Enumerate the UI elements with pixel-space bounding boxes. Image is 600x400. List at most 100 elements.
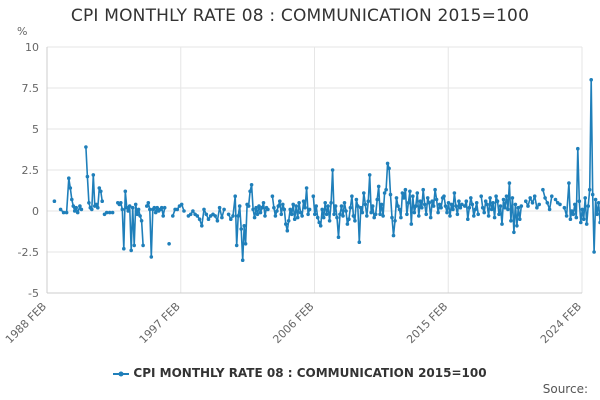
data-point[interactable] <box>266 207 270 212</box>
data-point[interactable] <box>327 219 332 223</box>
data-point[interactable] <box>182 209 186 213</box>
data-point[interactable] <box>96 205 100 210</box>
data-point[interactable] <box>67 176 71 180</box>
data-point[interactable] <box>399 215 403 220</box>
data-point[interactable] <box>64 210 69 215</box>
data-point[interactable] <box>422 202 427 207</box>
data-point[interactable] <box>586 204 590 208</box>
data-point[interactable] <box>483 199 488 203</box>
data-point[interactable] <box>396 204 400 208</box>
data-point[interactable] <box>448 214 452 218</box>
data-point[interactable] <box>535 205 539 210</box>
data-point[interactable] <box>155 205 159 210</box>
data-point[interactable] <box>451 207 455 212</box>
data-point[interactable] <box>139 219 144 223</box>
data-point[interactable] <box>550 194 554 198</box>
data-point[interactable] <box>339 204 344 208</box>
data-point[interactable] <box>206 217 211 221</box>
data-point[interactable] <box>330 168 335 172</box>
data-point[interactable] <box>284 222 288 226</box>
data-point[interactable] <box>226 212 231 217</box>
data-point[interactable] <box>466 217 470 221</box>
data-point[interactable] <box>583 196 587 200</box>
data-point[interactable] <box>323 201 328 205</box>
data-point[interactable] <box>159 205 164 210</box>
legend[interactable]: CPI MONTHLY RATE 08 : COMMUNICATION 2015… <box>0 366 600 380</box>
data-point[interactable] <box>497 212 501 217</box>
data-point[interactable] <box>476 212 481 217</box>
data-point[interactable] <box>356 204 360 208</box>
data-point[interactable] <box>391 233 396 238</box>
data-point[interactable] <box>231 214 235 218</box>
data-point[interactable] <box>307 207 312 212</box>
data-point[interactable] <box>402 196 406 200</box>
data-point[interactable] <box>303 205 307 210</box>
data-point[interactable] <box>318 224 323 228</box>
data-point[interactable] <box>90 207 94 212</box>
data-point[interactable] <box>424 212 429 217</box>
data-point[interactable] <box>545 201 550 205</box>
data-point[interactable] <box>541 187 545 192</box>
data-point[interactable] <box>387 166 391 171</box>
data-point[interactable] <box>381 214 385 218</box>
data-point[interactable] <box>469 196 473 200</box>
data-point[interactable] <box>486 214 491 218</box>
data-point[interactable] <box>366 199 371 203</box>
data-point[interactable] <box>286 219 291 223</box>
data-point[interactable] <box>237 204 242 208</box>
data-point[interactable] <box>148 207 152 212</box>
data-point[interactable] <box>470 202 475 207</box>
data-point[interactable] <box>489 207 494 212</box>
data-point[interactable] <box>576 146 580 151</box>
data-point[interactable] <box>431 204 436 208</box>
data-point[interactable] <box>406 201 411 205</box>
data-point[interactable] <box>246 204 251 208</box>
data-point[interactable] <box>275 209 279 213</box>
data-point[interactable] <box>345 222 350 226</box>
data-point[interactable] <box>306 212 310 217</box>
data-point[interactable] <box>581 217 586 221</box>
data-point[interactable] <box>153 210 158 215</box>
data-point[interactable] <box>427 201 432 205</box>
data-point[interactable] <box>365 214 369 218</box>
data-point[interactable] <box>446 201 451 205</box>
data-point[interactable] <box>141 243 145 248</box>
data-point[interactable] <box>324 212 329 217</box>
data-point[interactable] <box>564 214 569 218</box>
data-point[interactable] <box>500 222 504 226</box>
data-point[interactable] <box>437 202 442 207</box>
data-point[interactable] <box>359 205 363 210</box>
data-point[interactable] <box>87 201 91 205</box>
data-point[interactable] <box>501 197 506 202</box>
data-point[interactable] <box>200 224 204 228</box>
data-point[interactable] <box>417 214 421 218</box>
data-point[interactable] <box>458 205 463 210</box>
data-point[interactable] <box>590 192 595 197</box>
data-point[interactable] <box>338 212 342 217</box>
data-point[interactable] <box>270 194 275 198</box>
data-point[interactable] <box>584 222 589 226</box>
data-point[interactable] <box>126 209 130 213</box>
data-point[interactable] <box>138 214 142 218</box>
data-point[interactable] <box>530 201 535 205</box>
data-point[interactable] <box>348 205 353 210</box>
data-point[interactable] <box>370 204 375 208</box>
data-point[interactable] <box>592 250 596 254</box>
data-point[interactable] <box>130 205 135 210</box>
data-point[interactable] <box>204 212 209 217</box>
data-point[interactable] <box>506 207 510 212</box>
data-point[interactable] <box>258 210 263 215</box>
data-point[interactable] <box>596 201 600 205</box>
data-point[interactable] <box>378 212 382 217</box>
data-point[interactable] <box>375 197 380 202</box>
data-point[interactable] <box>84 145 88 149</box>
data-point[interactable] <box>291 202 296 207</box>
data-point[interactable] <box>248 189 252 194</box>
data-point[interactable] <box>146 201 151 205</box>
data-point[interactable] <box>512 230 516 235</box>
data-point[interactable] <box>434 197 439 202</box>
data-point[interactable] <box>335 215 339 220</box>
data-point[interactable] <box>509 219 513 223</box>
data-point[interactable] <box>570 209 574 213</box>
data-point[interactable] <box>354 197 359 202</box>
